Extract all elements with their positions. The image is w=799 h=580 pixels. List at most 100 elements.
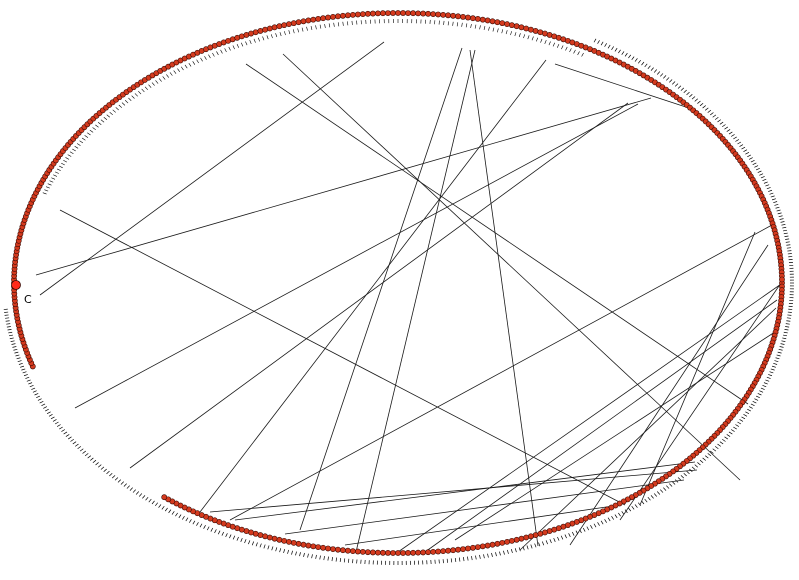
ring-tick: [739, 144, 744, 147]
ring-tick: [560, 535, 564, 540]
graph-node: [320, 544, 326, 551]
selected-node[interactable]: [11, 280, 21, 290]
ring-tick: [275, 547, 278, 552]
graph-node: [266, 25, 273, 32]
ring-tick: [331, 557, 333, 562]
ring-tick: [114, 477, 119, 481]
ring-tick: [450, 558, 453, 563]
ring-tick: [611, 46, 614, 51]
ring-tick: [47, 183, 52, 186]
ring-tick: [582, 527, 586, 532]
graph-node: [489, 18, 496, 25]
graph-node: [494, 540, 501, 547]
graph-edge: [469, 49, 539, 547]
node-layer: [11, 10, 785, 556]
graph-node: [479, 16, 486, 23]
ring-tick: [48, 414, 53, 417]
ring-tick: [514, 548, 517, 553]
ring-tick: [611, 515, 614, 520]
ring-tick: [20, 365, 25, 368]
graph-node: [410, 549, 416, 556]
ring-tick: [573, 49, 576, 54]
ring-tick: [46, 411, 51, 414]
ring-tick: [577, 51, 580, 56]
ring-tick: [724, 436, 729, 440]
ring-tick: [714, 116, 719, 120]
ring-tick: [710, 450, 714, 454]
ring-tick: [28, 382, 33, 385]
graph-node: [369, 549, 376, 556]
graph-node: [479, 543, 486, 550]
ring-tick: [624, 52, 628, 57]
graph-node: [425, 549, 432, 556]
ring-tick: [755, 167, 760, 171]
ring-tick: [339, 557, 342, 563]
ring-tick: [319, 555, 321, 560]
ring-tick: [203, 525, 206, 529]
graph-node: [537, 530, 544, 537]
ring-tick: [106, 114, 111, 118]
ring-tick: [134, 93, 138, 97]
graph-node: [410, 10, 416, 17]
ring-tick: [569, 48, 572, 53]
ring-tick: [778, 348, 783, 351]
ring-tick: [604, 519, 607, 523]
ring-tick: [287, 549, 289, 554]
graph-node: [161, 494, 168, 501]
ring-tick: [704, 455, 709, 459]
graph-node: [310, 16, 317, 23]
ring-tick: [173, 70, 177, 74]
ring-tick: [6, 323, 11, 325]
ring-tick: [196, 59, 199, 64]
graph-edge: [424, 299, 778, 553]
graph-node: [470, 15, 476, 22]
ring-tick: [319, 24, 322, 29]
ring-tick: [328, 23, 331, 28]
ring-tick: [768, 374, 773, 377]
ring-tick: [283, 549, 286, 554]
ring-tick: [337, 22, 340, 27]
ring-tick: [461, 22, 463, 27]
ring-tick: [586, 526, 590, 531]
ring-tick: [752, 162, 757, 165]
graph-node: [400, 10, 406, 16]
graph-node: [508, 22, 515, 29]
ring-tick: [232, 535, 236, 540]
ring-tick: [87, 132, 91, 136]
graph-edge: [454, 329, 779, 541]
ring-tick: [765, 379, 770, 382]
graph-node: [415, 10, 421, 17]
graph-node: [257, 532, 264, 538]
ring-tick: [759, 390, 764, 393]
ring-tick: [634, 504, 638, 508]
ring-tick: [745, 411, 750, 414]
graph-node: [266, 534, 273, 541]
ring-tick: [483, 554, 485, 559]
graph-node: [523, 534, 530, 541]
ring-tick: [259, 543, 262, 548]
ring-tick: [206, 526, 210, 531]
graph-node: [354, 548, 361, 555]
ring-tick: [182, 515, 185, 520]
ring-tick: [781, 340, 786, 342]
ring-tick: [138, 493, 143, 497]
graph-node: [344, 12, 351, 19]
ring-tick: [95, 462, 99, 466]
graph-edge: [284, 479, 685, 535]
graph-node: [295, 19, 302, 26]
ring-tick: [505, 30, 508, 35]
ring-tick: [778, 215, 783, 218]
ring-tick: [292, 29, 295, 34]
graph-node: [349, 548, 356, 555]
graph-node: [523, 25, 530, 32]
graph-edge: [619, 279, 784, 521]
ring-tick: [737, 141, 742, 145]
ring-tick: [526, 545, 529, 550]
ring-tick: [263, 544, 266, 549]
ring-tick: [84, 453, 89, 457]
ring-tick: [669, 79, 673, 83]
ring-tick: [97, 122, 102, 125]
ring-tick: [463, 557, 465, 562]
ring-tick: [656, 71, 661, 75]
